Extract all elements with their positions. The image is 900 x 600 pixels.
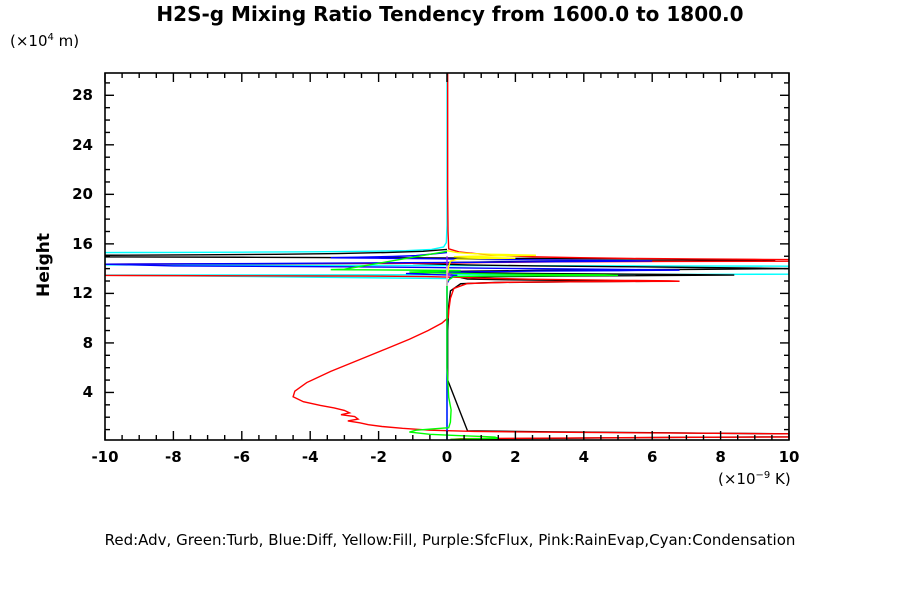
y-tick-label: 24 [72, 135, 93, 154]
x-tick-label: -8 [165, 448, 182, 466]
x-tick-label: -10 [91, 448, 119, 466]
tick-marks [104, 73, 790, 440]
x-unit-suffix: K) [770, 470, 791, 488]
y-tick-label: 12 [72, 284, 93, 303]
y-tick-label: 16 [72, 234, 93, 253]
x-tick-label: 2 [510, 448, 521, 466]
x-tick-label: -6 [233, 448, 251, 466]
page-title: H2S-g Mixing Ratio Tendency from 1600.0 … [156, 2, 744, 26]
y-tick-label: 28 [72, 86, 93, 105]
legend: Red:Adv, Green:Turb, Blue:Diff, Yellow:F… [104, 531, 796, 549]
series-fill [446, 249, 536, 274]
series-turb [330, 250, 619, 440]
x-tick-label: -2 [370, 448, 387, 466]
x-unit-exponent: −9 [755, 470, 771, 481]
x-tick-label: 0 [441, 448, 453, 466]
data-layer [105, 73, 789, 440]
x-tick-label: 4 [578, 448, 590, 466]
y-tick-label: 8 [82, 333, 93, 352]
y-unit-suffix: m) [53, 32, 80, 50]
y-tick-label: 4 [82, 383, 93, 402]
y-unit-exponent: 4 [47, 32, 54, 43]
x-tick-label: 10 [778, 448, 800, 466]
x-axis-unit-label: (×10−9 K) [718, 470, 791, 488]
y-tick-label: 20 [72, 185, 93, 204]
y-axis-title: Height [34, 233, 54, 297]
x-unit-prefix: (×10 [718, 470, 756, 488]
x-tick-label: 8 [715, 448, 726, 466]
y-axis-unit-label: (×104 m) [10, 32, 79, 50]
x-tick-label: -4 [301, 448, 319, 466]
x-tick-label: 6 [646, 448, 658, 466]
y-unit-prefix: (×10 [10, 32, 48, 50]
